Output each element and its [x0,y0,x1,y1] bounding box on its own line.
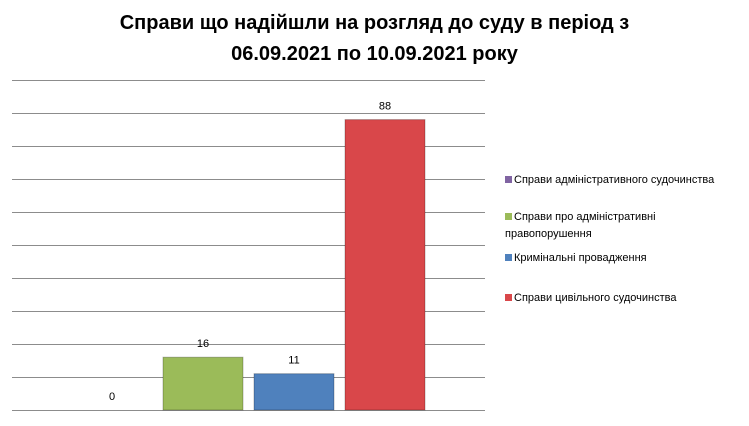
legend-item: Справи адміністративного судочинства [505,172,741,189]
bar [162,356,244,411]
legend-item: Справи цивільного судочинства [505,290,741,307]
legend-swatch [505,176,512,183]
chart-title: Справи що надійшли на розгляд до суду в … [119,12,630,65]
data-label: 88 [379,101,391,113]
legend-label: Кримінальні провадження [514,252,647,264]
data-label: 11 [288,355,299,367]
bar [344,119,426,411]
legend-swatch [505,254,512,261]
legend-label: Справи цивільного судочинства [514,292,677,304]
legend-item: Справи про адміністративні правопорушенн… [505,209,741,243]
data-label: 0 [109,391,115,403]
data-label: 16 [197,338,209,350]
bar [253,373,335,411]
legend-swatch [505,294,512,301]
legend-swatch [505,213,512,220]
legend-label: Справи про адміністративні правопорушенн… [505,211,656,240]
legend-label: Справи адміністративного судочинства [514,174,715,186]
legend-item: Кримінальні провадження [505,250,741,267]
